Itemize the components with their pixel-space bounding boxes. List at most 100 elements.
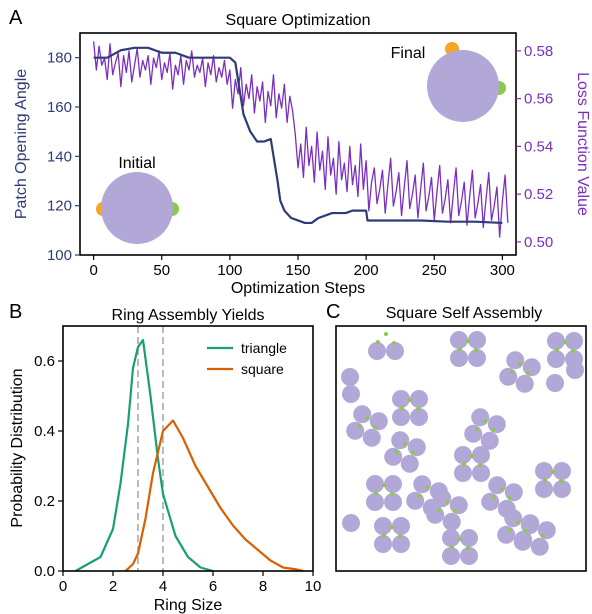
particle (565, 332, 583, 350)
chart-a-xtick-label: 0 (89, 262, 97, 279)
panel-label-a: A (9, 7, 23, 29)
chart-b-xtick-label: 8 (259, 578, 267, 595)
particle (522, 358, 541, 377)
particle-patch (450, 545, 454, 549)
chart-b-frame (62, 325, 314, 572)
particle-patch (416, 407, 420, 411)
particle (369, 412, 388, 431)
particle-patch (508, 496, 512, 500)
particle (442, 529, 460, 547)
chart-a-ytick-label: 140 (47, 148, 72, 165)
particle (341, 368, 359, 386)
chart-a-ytick-label: 120 (47, 198, 72, 215)
triangle-distribution-line (74, 338, 214, 573)
particle (384, 475, 402, 493)
final-particle (427, 50, 499, 122)
particle (386, 342, 404, 360)
particle (460, 547, 478, 565)
initial-label: Initial (118, 155, 155, 172)
chart-a-y2label: Loss Function Value (574, 72, 591, 216)
particle (366, 493, 384, 511)
particle-patch (392, 341, 396, 345)
particle (472, 446, 490, 464)
particle (426, 505, 445, 524)
square-distribution-line (124, 419, 304, 573)
particle-field (341, 331, 584, 565)
chart-a-title: Square Optimization (226, 12, 371, 29)
particle (384, 447, 403, 466)
chart-b-xtick-label: 0 (59, 578, 67, 595)
chart-a-ytick-label: 180 (47, 50, 72, 67)
particle (450, 331, 468, 349)
chart-b-title: Ring Assembly Yields (112, 307, 265, 324)
particle (374, 517, 392, 535)
particle-patch (374, 491, 378, 495)
chart-b-xtick-label: 10 (305, 578, 322, 595)
particle-patch (458, 347, 462, 351)
particle-patch (382, 483, 386, 487)
particle (442, 512, 461, 531)
particle-patch (417, 494, 421, 498)
chart-a-y2tick-label: 0.58 (524, 43, 553, 60)
particle (547, 350, 565, 368)
particle-patch (559, 479, 563, 483)
particle-patch (524, 529, 528, 533)
chart-a-y2tick-label: 0.52 (524, 186, 553, 203)
particle (480, 431, 499, 450)
particle (537, 521, 556, 540)
final-particle-illustration: Final (391, 42, 506, 122)
particle (468, 349, 486, 367)
chart-a-ytick-label: 100 (47, 247, 72, 264)
particle (392, 390, 410, 408)
chart-b: Ring Assembly Yields 0 2 4 6 8 10 0.0 0.2 0.4 0.… (9, 307, 321, 614)
particle (547, 332, 565, 350)
particle (450, 349, 468, 367)
panel-label-c: C (326, 301, 340, 323)
chart-a-ylabel: Patch Opening Angle (13, 69, 30, 219)
particle-patch (475, 427, 479, 431)
particle (407, 438, 426, 457)
particle-patch (563, 340, 567, 344)
particle (566, 361, 584, 379)
particle-patch (466, 546, 470, 550)
chart-c-title: Square Self Assembly (386, 305, 543, 322)
particle (353, 405, 372, 424)
particle (506, 351, 525, 370)
particle (346, 421, 365, 440)
chart-a: Square Optimization 0 50 100 150 200 250 300 1… (13, 12, 591, 297)
particle (530, 537, 549, 556)
particle-patch (453, 509, 457, 513)
particle-patch (474, 348, 478, 352)
particle (497, 525, 516, 544)
particle (460, 529, 478, 547)
particle (520, 516, 539, 535)
legend-label-triangle: triangle (241, 340, 287, 356)
particle-patch (543, 478, 547, 482)
particle (392, 517, 410, 535)
chart-b-xlabel: Ring Size (154, 597, 223, 614)
particle-patch (373, 425, 377, 429)
chart-a-xtick-label: 250 (422, 262, 447, 279)
patch-angle-line (93, 46, 503, 225)
chart-a-y2tick-label: 0.54 (524, 138, 553, 155)
particle-patch (408, 398, 412, 402)
particle-patch (395, 450, 399, 454)
particle-patch (425, 486, 429, 490)
particle (487, 415, 506, 434)
particle (553, 480, 571, 498)
particle-patch (555, 348, 559, 352)
particle-patch (390, 525, 394, 529)
particle-patch (390, 492, 394, 496)
particle (499, 367, 518, 386)
particle (433, 489, 452, 508)
particle (410, 408, 428, 426)
chart-a-ytick-label: 160 (47, 99, 72, 116)
initial-particle-illustration: Initial (96, 155, 179, 244)
final-label: Final (391, 45, 426, 62)
particle-patch (571, 349, 575, 353)
particle-patch (516, 520, 520, 524)
loss-function-line (92, 41, 509, 238)
particle-patch (384, 332, 388, 336)
particle (384, 493, 402, 511)
